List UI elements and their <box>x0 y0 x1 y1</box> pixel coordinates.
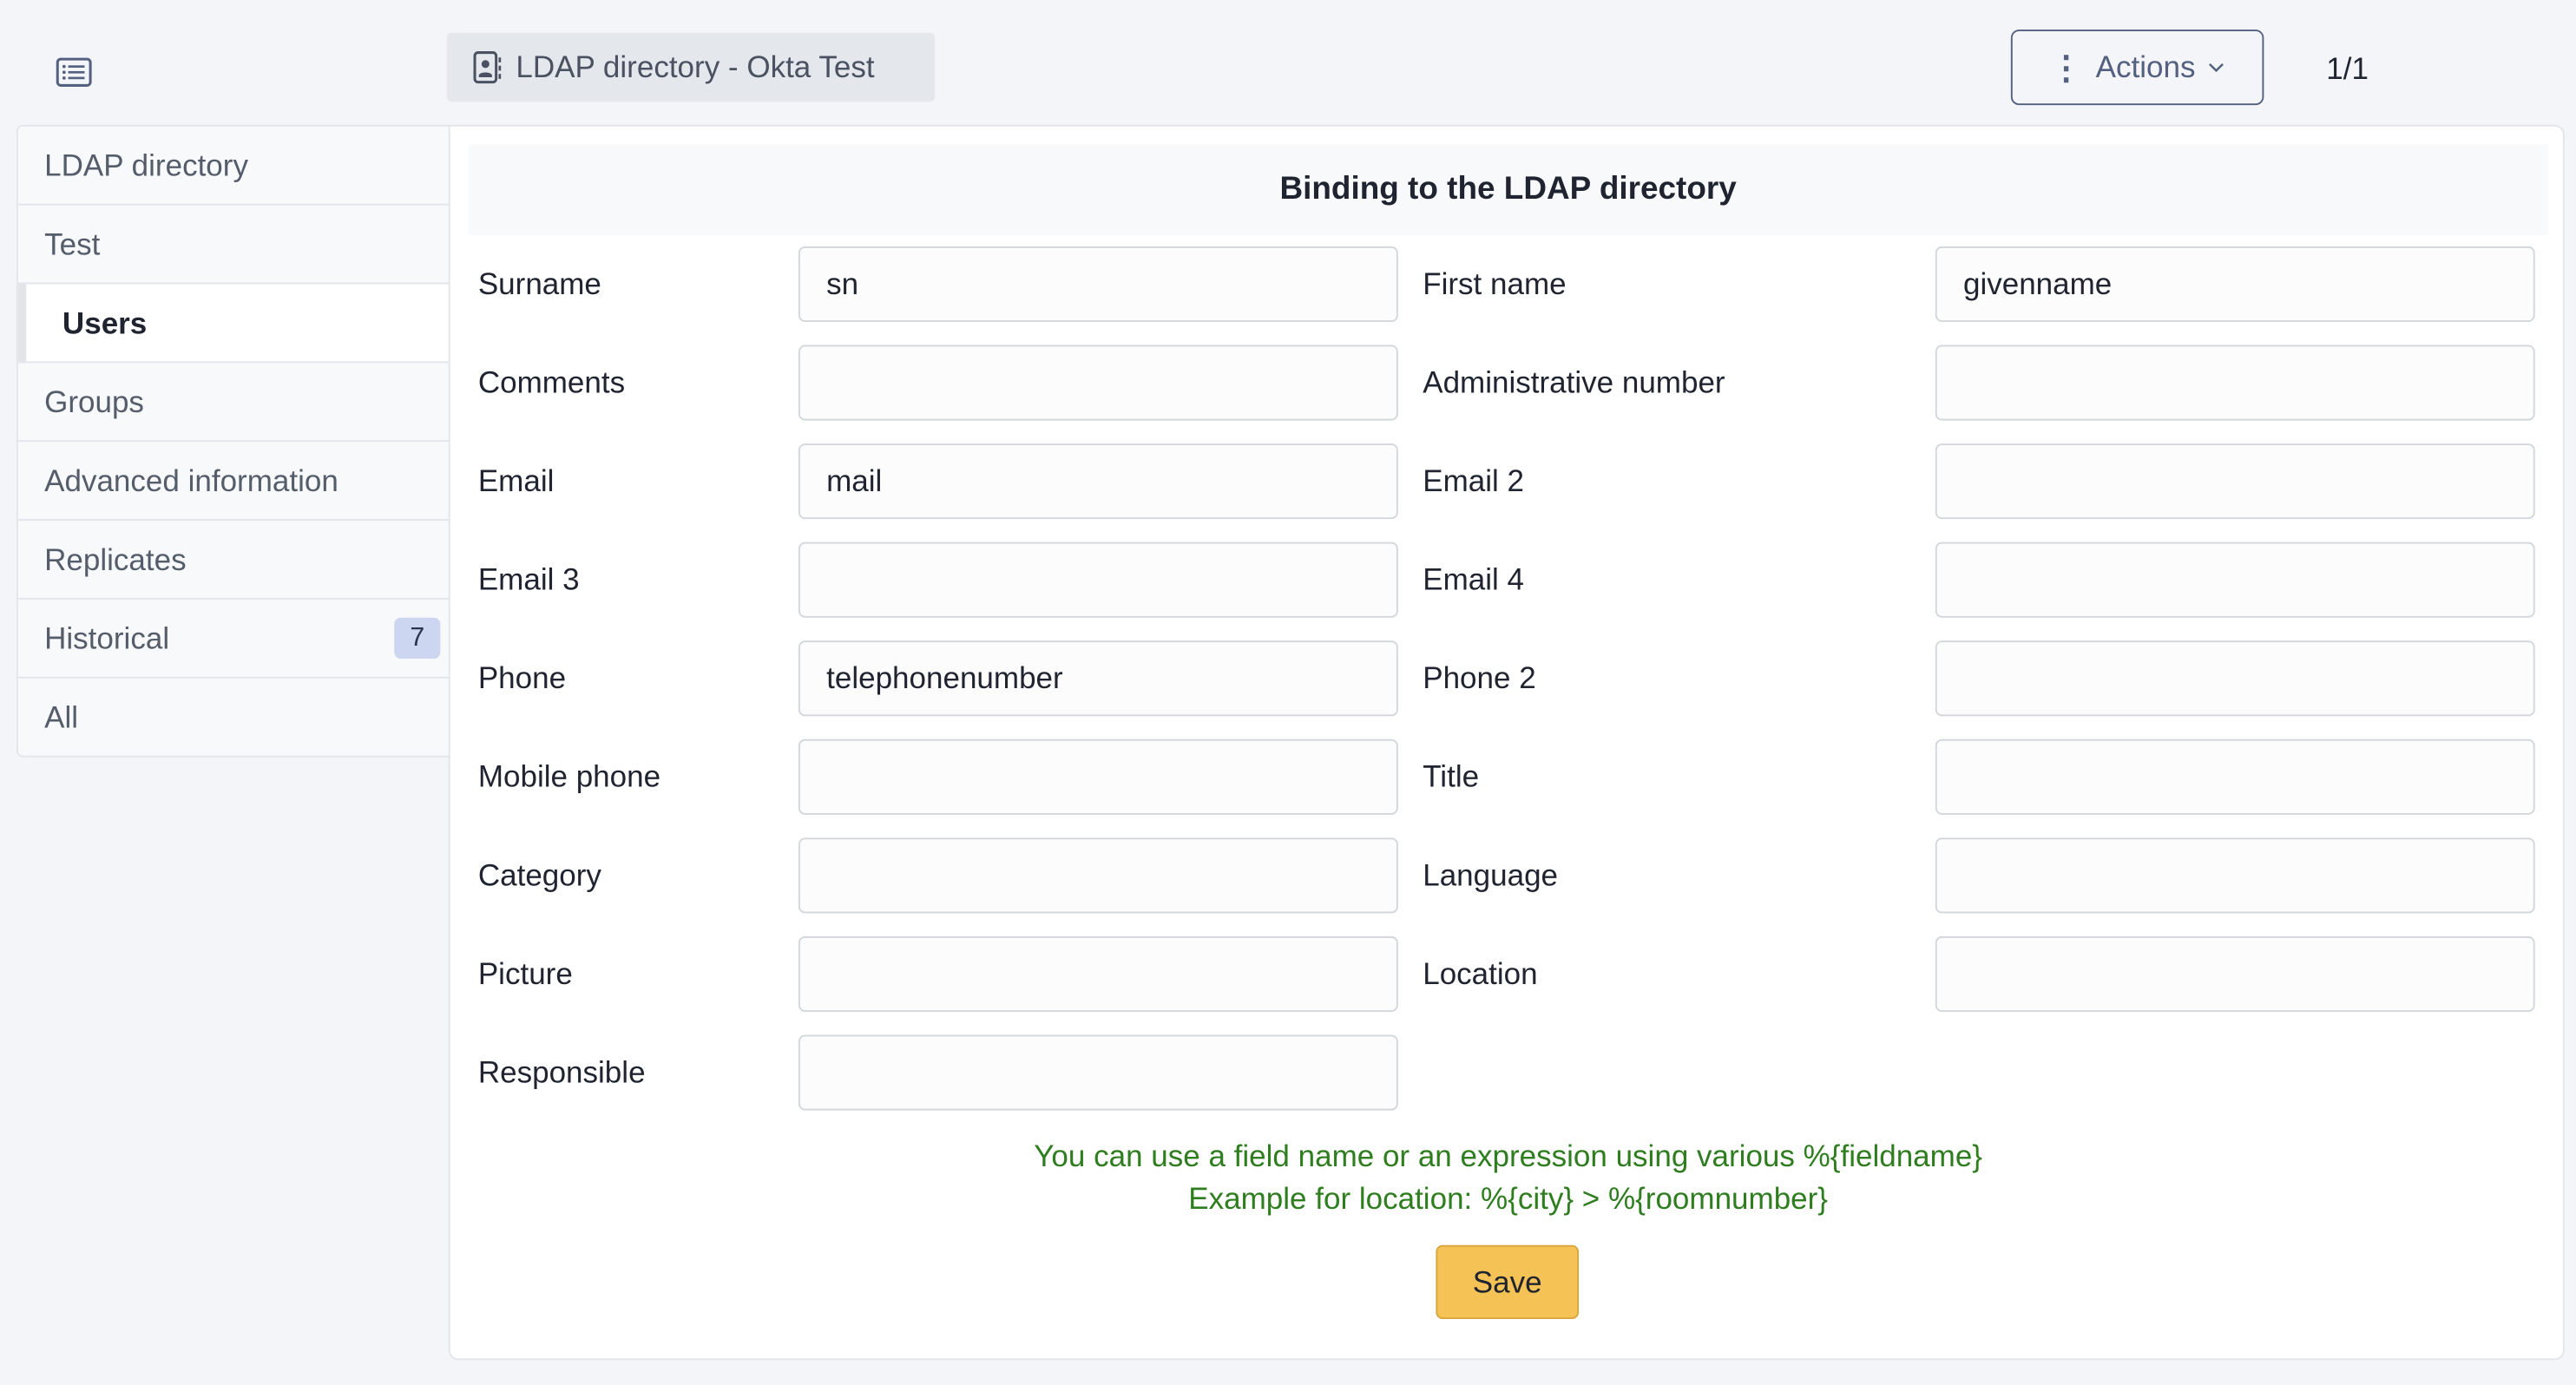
chevron-down-icon <box>2209 62 2224 73</box>
email-input[interactable] <box>798 443 1398 520</box>
field-label: Email 3 <box>477 561 580 597</box>
field-label: Email 2 <box>1423 463 1525 498</box>
actions-label: Actions <box>2095 49 2196 84</box>
field-label: First name <box>1423 266 1567 301</box>
field-label: Surname <box>477 266 601 301</box>
first-name-input[interactable] <box>1935 246 2535 323</box>
record-title: LDAP directory - Okta Test <box>516 49 875 84</box>
binding-form-panel: Binding to the LDAP directory Surname Fir… <box>448 124 2565 1361</box>
kebab-icon: ⋮ <box>2049 49 2083 87</box>
form-title: Binding to the LDAP directory <box>468 144 2548 235</box>
sidebar-item-label: LDAP directory <box>44 147 248 182</box>
title-input[interactable] <box>1935 738 2535 815</box>
sidebar-item-label: Replicates <box>44 541 187 576</box>
record-title-chip: LDAP directory - Okta Test <box>446 32 936 102</box>
save-button[interactable]: Save <box>1436 1244 1580 1319</box>
comments-input[interactable] <box>798 345 1398 421</box>
help-text-line-1: You can use a field name or an expressio… <box>1034 1138 1983 1173</box>
field-label: Email 4 <box>1423 561 1525 597</box>
email-3-input[interactable] <box>798 542 1398 618</box>
contact-card-icon <box>473 51 502 84</box>
count-badge: 7 <box>394 617 441 660</box>
responsible-input[interactable] <box>798 1034 1398 1111</box>
field-label: Category <box>477 857 601 892</box>
sidebar-item-ldap-directory[interactable]: LDAP directory <box>17 127 450 206</box>
sidebar-item-label: Users <box>62 305 148 339</box>
category-input[interactable] <box>798 837 1398 914</box>
sidebar-item-label: Groups <box>44 383 144 418</box>
help-text-line-2: Example for location: %{city} > %{roomnu… <box>1188 1180 1829 1216</box>
field-label: Language <box>1423 857 1559 892</box>
phone-input[interactable] <box>798 640 1398 717</box>
administrative-number-input[interactable] <box>1935 345 2535 421</box>
field-label: Mobile phone <box>477 758 661 794</box>
email-2-input[interactable] <box>1935 443 2535 520</box>
sidebar-item-users[interactable]: Users <box>17 284 450 364</box>
sidebar-item-replicates[interactable]: Replicates <box>17 521 450 600</box>
sidebar-item-label: Advanced information <box>44 462 338 497</box>
phone-2-input[interactable] <box>1935 640 2535 717</box>
field-label: Email <box>477 463 555 498</box>
email-4-input[interactable] <box>1935 542 2535 618</box>
sidebar-item-label: Historical <box>44 620 170 655</box>
field-label: Responsible <box>477 1054 646 1089</box>
list-menu-icon[interactable] <box>56 57 92 87</box>
sidebar-item-test[interactable]: Test <box>17 206 450 285</box>
sidebar: LDAP directory Test Users Groups Advanced in… <box>16 124 452 758</box>
sidebar-item-all[interactable]: All <box>18 679 450 756</box>
field-label: Phone 2 <box>1423 660 1536 695</box>
language-input[interactable] <box>1935 837 2535 914</box>
picture-input[interactable] <box>798 935 1398 1013</box>
field-label: Title <box>1423 758 1480 794</box>
actions-button[interactable]: ⋮ Actions <box>2010 30 2264 106</box>
sidebar-item-label: All <box>44 699 79 734</box>
mobile-phone-input[interactable] <box>798 738 1398 815</box>
sidebar-item-label: Test <box>44 226 101 261</box>
field-label: Comments <box>477 364 626 399</box>
sidebar-item-advanced-information[interactable]: Advanced information <box>17 442 450 522</box>
sidebar-item-groups[interactable]: Groups <box>17 363 450 443</box>
surname-input[interactable] <box>798 246 1398 323</box>
field-label: Location <box>1423 955 1538 991</box>
field-label: Phone <box>477 660 567 695</box>
field-label: Administrative number <box>1423 364 1725 399</box>
field-label: Picture <box>477 955 573 991</box>
sidebar-item-historical[interactable]: Historical 7 <box>17 600 450 679</box>
location-input[interactable] <box>1935 935 2535 1013</box>
record-pager: 1/1 <box>2326 50 2369 86</box>
